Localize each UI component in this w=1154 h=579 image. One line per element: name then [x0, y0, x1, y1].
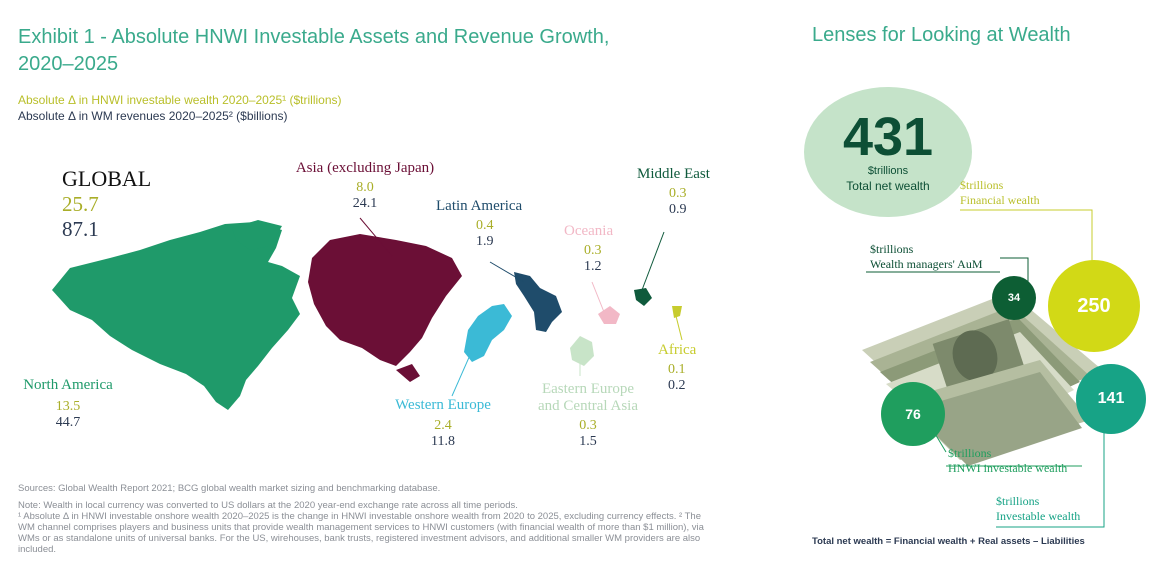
region-name: Asia (excluding Japan): [295, 160, 435, 176]
region-wealth: 8.0: [356, 180, 374, 195]
region-wealth: 0.4: [476, 218, 494, 233]
region-wealth: 0.3: [579, 418, 597, 433]
region-asia: Asia (excluding Japan) 8.0 24.1: [286, 160, 444, 212]
region-revenue: 24.1: [352, 196, 378, 211]
region-north-america: North America 13.5 44.7: [14, 377, 122, 431]
region-wealth: 0.3: [584, 243, 602, 258]
region-name: Latin America: [436, 198, 523, 214]
wm-aum-bubble: 34: [992, 276, 1036, 320]
region-wealth: 13.5: [55, 399, 81, 414]
region-global: GLOBAL 25.7 87.1: [62, 166, 151, 242]
label-name: Investable wealth: [996, 509, 1081, 523]
bubble-value: 34: [1007, 292, 1021, 304]
region-revenue: 87.1: [62, 217, 99, 241]
region-revenue: 0.9: [669, 202, 687, 217]
region-revenue: 11.8: [431, 434, 455, 449]
lenses-title: Lenses for Looking at Wealth: [812, 24, 1071, 46]
region-name-2: and Central Asia: [538, 398, 638, 414]
wm-aum-label: $trillions Wealth managers' AuM: [870, 242, 983, 272]
region-name: Middle East: [637, 166, 710, 182]
region-western-europe: Western Europe 2.4 11.8: [384, 397, 502, 450]
note-1: Note: Wealth in local currency was conve…: [18, 500, 518, 511]
region-name: Eastern Europe: [541, 381, 635, 397]
hnwi-label: $trillions HNWI investable wealth: [948, 446, 1067, 476]
region-name: GLOBAL: [62, 166, 152, 191]
label-unit: $trillions: [960, 178, 1004, 192]
map-latin-america: [514, 272, 562, 332]
label-name: Wealth managers' AuM: [870, 257, 983, 271]
map-asia: [308, 234, 462, 366]
region-name: Africa: [658, 342, 697, 358]
map-western-europe: [464, 304, 512, 362]
label-unit: $trillions: [996, 494, 1040, 508]
map-north-america: [52, 222, 300, 410]
financial-wealth-label: $trillions Financial wealth: [960, 178, 1040, 208]
region-wealth: 25.7: [62, 192, 99, 216]
region-name: Western Europe: [395, 397, 491, 413]
investable-wealth-bubble: 141: [1076, 364, 1146, 434]
region-revenue: 44.7: [55, 415, 81, 430]
total-unit: $trillions: [867, 165, 909, 177]
label-name: Financial wealth: [960, 193, 1040, 207]
hnwi-bubble: 76: [881, 382, 945, 446]
region-revenue: 1.5: [579, 434, 597, 449]
footnotes: Note: Wealth in local currency was conve…: [18, 500, 718, 555]
region-revenue: 1.9: [476, 234, 494, 249]
sources-note: Sources: Global Wealth Report 2021; BCG …: [18, 483, 441, 494]
label-unit: $trillions: [948, 446, 992, 460]
map-greenland: [232, 220, 282, 250]
wealth-formula: Total net wealth = Financial wealth + Re…: [812, 536, 1085, 547]
region-africa: Africa 0.1 0.2: [658, 342, 696, 394]
region-middle-east: Middle East 0.3 0.9: [637, 166, 710, 218]
label-name: HNWI investable wealth: [948, 461, 1068, 475]
region-revenue: 1.2: [584, 259, 602, 274]
bubble-value: 250: [1077, 294, 1111, 317]
bubble-value: 141: [1097, 390, 1125, 407]
region-latin-america: Latin America 0.4 1.9: [436, 198, 522, 250]
page-title: Exhibit 1 - Absolute HNWI Investable Ass…: [18, 26, 610, 75]
total-net-wealth-bubble: 431 $trillions Total net wealth: [804, 87, 972, 217]
total-label: Total net wealth: [846, 179, 930, 193]
financial-wealth-bubble: 250: [1048, 260, 1140, 352]
map-middle-east: [634, 288, 652, 306]
legend-wealth: Absolute Δ in HNWI investable wealth 202…: [18, 93, 342, 107]
map-se-asia: [396, 364, 420, 382]
total-value: 431: [842, 107, 934, 167]
region-name: Oceania: [564, 223, 614, 239]
region-name: North America: [23, 377, 113, 393]
region-wealth: 0.1: [668, 362, 686, 377]
region-wealth: 2.4: [434, 418, 452, 433]
map-africa: [672, 306, 682, 318]
label-unit: $trillions: [870, 242, 914, 256]
region-wealth: 0.3: [669, 186, 687, 201]
note-2: ¹ Absolute Δ in HNWI investable onshore …: [18, 511, 704, 555]
region-oceania: Oceania 0.3 1.2: [564, 223, 613, 275]
bubble-value: 76: [905, 406, 921, 422]
legend-revenue: Absolute Δ in WM revenues 2020–2025² ($b…: [18, 109, 288, 123]
map-eastern-europe: [570, 336, 594, 366]
region-eastern-europe: Eastern Europe and Central Asia 0.3 1.5: [526, 381, 650, 450]
region-revenue: 0.2: [668, 378, 686, 393]
investable-wealth-label: $trillions Investable wealth: [996, 494, 1080, 524]
